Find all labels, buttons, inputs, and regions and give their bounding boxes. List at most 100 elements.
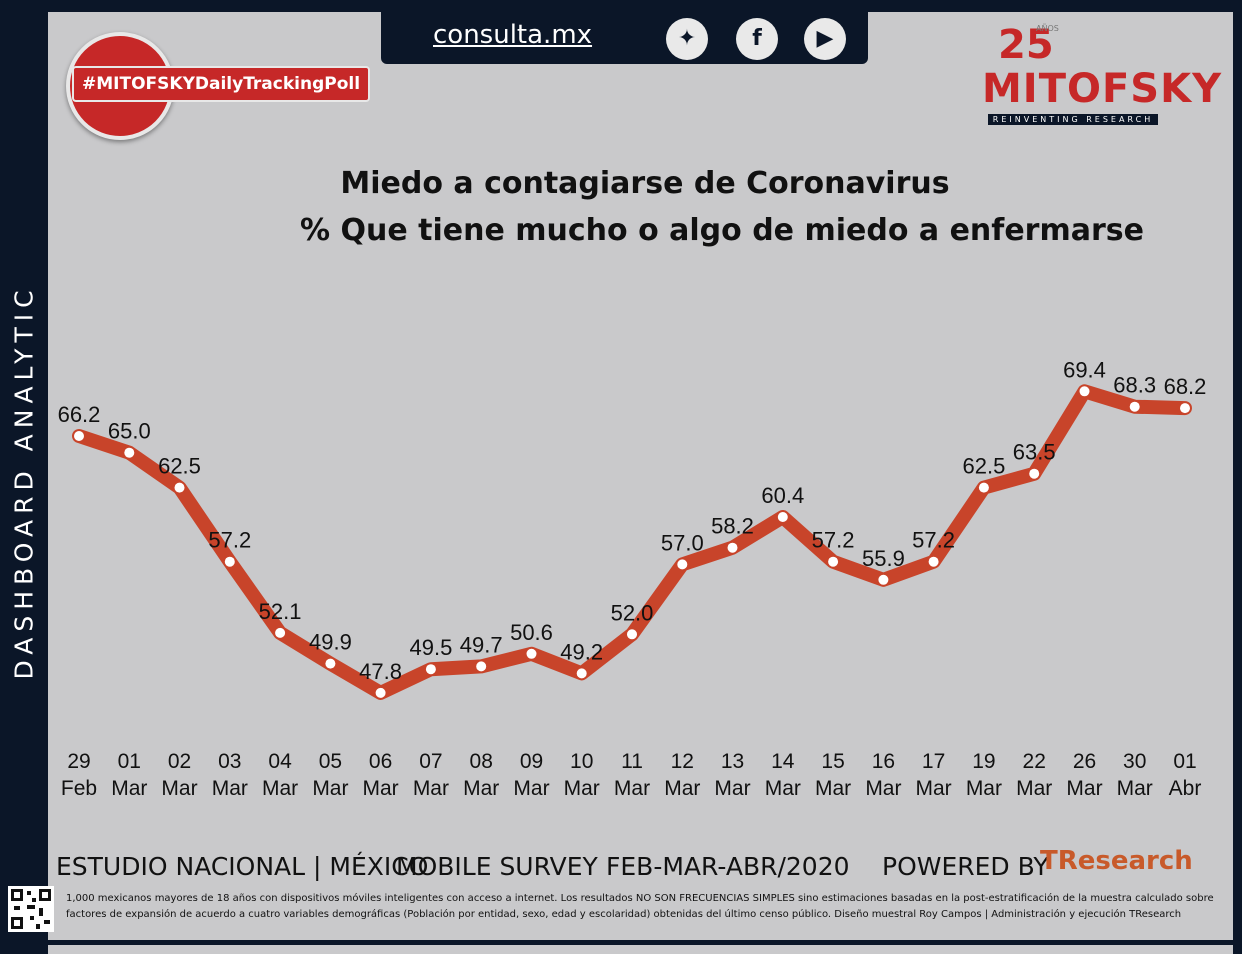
x-tick-month: Mar bbox=[1066, 777, 1102, 800]
x-tick-month: Mar bbox=[614, 777, 650, 800]
x-tick-day: 12 bbox=[671, 750, 694, 773]
x-tick-day: 01 bbox=[118, 750, 141, 773]
facebook-icon[interactable]: f bbox=[736, 18, 778, 60]
data-point bbox=[878, 574, 889, 585]
top-bar: consulta.mx ✦ f ▶ bbox=[381, 12, 868, 64]
x-tick-day: 04 bbox=[268, 750, 292, 773]
x-tick-month: Mar bbox=[111, 777, 147, 800]
data-point bbox=[275, 627, 286, 638]
footer-period: FEB-MAR-ABR/2020 bbox=[606, 852, 850, 881]
footer-survey: MOBILE SURVEY bbox=[396, 852, 598, 881]
bottom-strip bbox=[48, 945, 1233, 954]
data-point bbox=[526, 648, 537, 659]
data-point bbox=[928, 556, 939, 567]
x-tick-month: Abr bbox=[1169, 777, 1202, 800]
x-tick-day: 30 bbox=[1123, 750, 1146, 773]
data-point bbox=[727, 542, 738, 553]
data-label: 57.2 bbox=[912, 528, 955, 553]
data-point bbox=[325, 658, 336, 669]
data-point bbox=[828, 556, 839, 567]
data-label: 58.2 bbox=[711, 514, 754, 539]
x-tick-month: Mar bbox=[262, 777, 298, 800]
data-label: 68.2 bbox=[1164, 374, 1207, 399]
x-tick-month: Feb bbox=[61, 777, 97, 800]
youtube-icon[interactable]: ▶ bbox=[804, 18, 846, 60]
data-point bbox=[174, 482, 185, 493]
site-url-link[interactable]: consulta.mx bbox=[433, 20, 593, 50]
x-tick-month: Mar bbox=[865, 777, 901, 800]
data-label: 69.4 bbox=[1063, 357, 1106, 382]
data-label: 49.7 bbox=[460, 632, 503, 657]
x-tick-day: 17 bbox=[922, 750, 945, 773]
logo-years-caption: AÑOS bbox=[1036, 24, 1059, 33]
twitter-icon[interactable]: ✦ bbox=[666, 18, 708, 60]
x-tick-day: 19 bbox=[972, 750, 995, 773]
sidebar: DASHBOARD ANALYTIC bbox=[0, 12, 48, 940]
hashtag-label: #MITOFSKYDailyTrackingPoll bbox=[72, 66, 371, 102]
x-tick-day: 13 bbox=[721, 750, 744, 773]
x-tick-month: Mar bbox=[564, 777, 600, 800]
x-tick-month: Mar bbox=[664, 777, 700, 800]
x-tick-day: 07 bbox=[419, 750, 442, 773]
x-tick-day: 14 bbox=[771, 750, 795, 773]
x-tick-month: Mar bbox=[765, 777, 801, 800]
x-tick-month: Mar bbox=[212, 777, 248, 800]
data-point bbox=[124, 447, 135, 458]
x-tick-month: Mar bbox=[413, 777, 449, 800]
x-tick-day: 02 bbox=[168, 750, 191, 773]
x-tick-month: Mar bbox=[161, 777, 197, 800]
data-point bbox=[677, 559, 688, 570]
x-tick-month: Mar bbox=[513, 777, 549, 800]
x-tick-day: 09 bbox=[520, 750, 543, 773]
footer-disclaimer: 1,000 mexicanos mayores de 18 años con d… bbox=[66, 893, 1214, 920]
data-point bbox=[978, 482, 989, 493]
data-label: 55.9 bbox=[862, 546, 905, 571]
x-tick-month: Mar bbox=[463, 777, 499, 800]
x-tick-day: 06 bbox=[369, 750, 392, 773]
footer-powered-by: POWERED BY bbox=[882, 852, 1049, 881]
data-point bbox=[1129, 401, 1140, 412]
data-point bbox=[1029, 468, 1040, 479]
x-tick-day: 15 bbox=[821, 750, 844, 773]
data-label: 65.0 bbox=[108, 419, 151, 444]
data-point bbox=[627, 629, 637, 640]
data-label: 68.3 bbox=[1113, 373, 1156, 398]
x-tick-day: 03 bbox=[218, 750, 241, 773]
data-point bbox=[224, 556, 235, 567]
data-label: 63.5 bbox=[1013, 440, 1056, 465]
x-tick-day: 11 bbox=[621, 750, 643, 773]
logo-tagline: REINVENTING RESEARCH bbox=[988, 114, 1158, 125]
data-point bbox=[476, 661, 487, 672]
data-point bbox=[1079, 386, 1090, 397]
data-label: 49.2 bbox=[560, 639, 603, 664]
data-point bbox=[777, 512, 788, 522]
data-label: 66.2 bbox=[58, 402, 101, 427]
data-label: 50.6 bbox=[510, 620, 553, 645]
x-tick-day: 10 bbox=[570, 750, 593, 773]
logo-name: MITOFSKY bbox=[982, 66, 1223, 112]
x-tick-day: 05 bbox=[319, 750, 342, 773]
x-tick-month: Mar bbox=[363, 777, 399, 800]
data-label: 60.4 bbox=[761, 483, 804, 508]
footer-brand-logo: TResearch bbox=[1040, 846, 1193, 876]
data-label: 62.5 bbox=[962, 454, 1005, 479]
x-tick-month: Mar bbox=[714, 777, 750, 800]
data-label: 49.5 bbox=[409, 635, 452, 660]
x-tick-month: Mar bbox=[966, 777, 1002, 800]
x-tick-day: 29 bbox=[67, 750, 90, 773]
x-tick-day: 08 bbox=[470, 750, 493, 773]
data-label: 52.1 bbox=[259, 599, 302, 624]
data-point bbox=[576, 668, 587, 679]
data-label: 57.2 bbox=[812, 528, 855, 553]
data-label: 62.5 bbox=[158, 454, 201, 479]
x-tick-day: 26 bbox=[1073, 750, 1096, 773]
x-tick-day: 22 bbox=[1023, 750, 1046, 773]
x-tick-month: Mar bbox=[815, 777, 851, 800]
footer-study: ESTUDIO NACIONAL | MÉXICO bbox=[56, 852, 429, 881]
x-tick-month: Mar bbox=[1117, 777, 1153, 800]
logo-years: 25 bbox=[998, 22, 1054, 68]
data-label: 49.9 bbox=[309, 630, 352, 655]
data-label: 57.2 bbox=[208, 528, 251, 553]
x-tick-month: Mar bbox=[312, 777, 348, 800]
